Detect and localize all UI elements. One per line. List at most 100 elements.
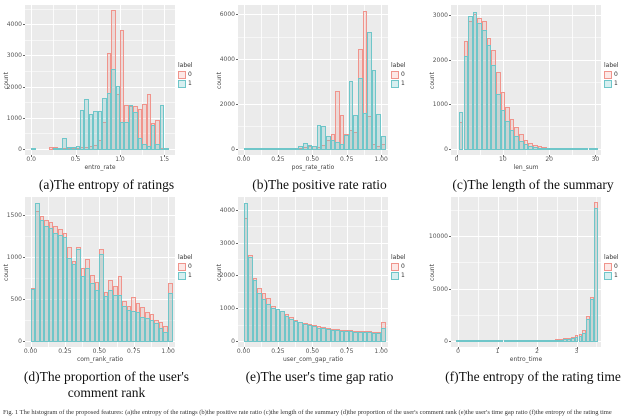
gridline-horizontal <box>25 117 175 119</box>
y-tick-mark <box>449 236 451 238</box>
histogram-bar-label1 <box>289 319 294 342</box>
x-tick-mark <box>30 347 32 350</box>
histogram-bar-label1 <box>90 283 95 342</box>
histogram-bar-label1 <box>582 332 587 342</box>
gridline-vertical-minor <box>142 5 144 155</box>
legend-key-0: 0 <box>391 263 417 272</box>
histogram-bar-label1 <box>97 111 103 150</box>
x-tick-label: 0.50 <box>92 348 106 356</box>
histogram-bar-label1 <box>527 339 532 342</box>
histogram-bar-label1 <box>145 318 150 342</box>
histogram-bar-label1 <box>71 146 76 150</box>
histogram-bar-label1 <box>376 333 381 342</box>
histogram-bar-label1 <box>57 147 63 150</box>
legend-key-1: 1 <box>391 80 417 88</box>
x-tick-label: 0.50 <box>305 156 319 163</box>
x-tick-mark <box>346 155 348 157</box>
x-tick-mark <box>31 155 33 157</box>
legend-key-1: 1 <box>178 272 204 281</box>
y-axis-ticks: 0 1000 2000 3000 4000 <box>220 197 238 347</box>
gridline-vertical <box>243 5 245 155</box>
legend: label 0 1 <box>391 5 417 173</box>
gridline-vertical <box>31 5 33 155</box>
histogram-bar-label1 <box>554 339 559 342</box>
histogram-bar-label1 <box>542 147 547 150</box>
histogram-bar-label1 <box>483 339 488 342</box>
histogram-bar-label1 <box>325 136 331 150</box>
histogram-bar-label1 <box>71 263 77 342</box>
legend-swatch-label0 <box>391 263 399 272</box>
histogram-bar-label1 <box>271 307 276 342</box>
y-tick-label: 4000 <box>219 206 235 214</box>
histogram-panel-f: count 0 5000 10000 0 1 2 3 entro_time label 0 1 (f)T… <box>426 197 640 401</box>
histogram-bar-label1 <box>252 147 258 150</box>
gridline-vertical-minor <box>329 5 331 155</box>
x-tick-mark <box>119 155 121 157</box>
gridline-vertical <box>75 5 77 155</box>
x-tick-label: 3 <box>574 348 579 356</box>
y-tick-mark <box>449 104 451 106</box>
legend-swatch-label1 <box>391 272 399 281</box>
y-tick-label: 1000 <box>219 305 235 313</box>
histogram-bar-label1 <box>66 147 72 150</box>
plot-column: 0.0 0.5 1.0 1.5 entro_rate <box>25 5 175 173</box>
gridline-vertical-minor <box>363 197 365 348</box>
legend-key-0: 0 <box>604 263 630 272</box>
gridline-horizontal-minor <box>25 102 175 104</box>
legend-entry-label: 0 <box>614 71 618 78</box>
histogram-bar-label1 <box>76 248 81 342</box>
histogram-bar-label1 <box>154 323 159 342</box>
legend-entry-label: 0 <box>188 71 192 78</box>
legend-entry-label: 1 <box>614 80 618 87</box>
plot-area-b <box>238 5 388 155</box>
y-tick-mark <box>449 15 451 17</box>
gridline-vertical <box>576 197 578 348</box>
x-tick-mark <box>458 347 460 350</box>
histogram-bar-label1 <box>131 310 136 342</box>
histogram-panel-d: count 0 500 1000 1500 0.00 0.25 0.50 0.75 1.00 com… <box>0 197 213 401</box>
histogram-bar-label1 <box>362 112 368 150</box>
gridline-horizontal-minor <box>25 70 175 72</box>
gridline-vertical <box>458 197 460 348</box>
histogram-bar-label1 <box>261 299 267 342</box>
plot-area-a <box>25 5 175 155</box>
y-tick-mark <box>23 148 25 150</box>
legend-entry-label: 1 <box>188 272 192 280</box>
plot-column: 0.00 0.25 0.50 0.75 1.00 com_rank_ratio <box>24 197 175 365</box>
histogram-bar-label1 <box>266 304 271 342</box>
x-tick-label: 0.75 <box>127 348 141 356</box>
histogram-bar-label1 <box>257 147 262 150</box>
histogram-bar-label1 <box>44 225 49 342</box>
histogram-bar-label1 <box>380 328 386 342</box>
plot-column: 0 1 2 3 entro_time <box>451 197 601 365</box>
legend-title: label <box>178 254 193 262</box>
y-tick-label: 3000 <box>6 52 22 60</box>
gridline-vertical <box>164 5 166 155</box>
x-tick-label: 0.00 <box>236 156 251 163</box>
x-tick-mark <box>381 155 383 157</box>
histogram-bar-label1 <box>62 138 67 150</box>
histogram-bar-label1 <box>93 110 98 150</box>
y-tick-mark <box>236 148 238 150</box>
x-tick-label: 1.00 <box>161 348 175 356</box>
gridline-vertical <box>312 5 314 155</box>
legend-key-0: 0 <box>391 71 417 79</box>
gridline-horizontal-minor <box>451 209 601 211</box>
legend-entry-label: 1 <box>401 272 405 280</box>
x-tick-label: 0 <box>456 348 461 356</box>
histogram-bar-label1 <box>133 112 138 150</box>
histogram-bar-label1 <box>84 99 89 150</box>
y-axis-label-text: count <box>429 71 436 89</box>
legend-key-0: 0 <box>604 71 630 79</box>
legend-swatch-label0 <box>604 71 612 79</box>
gridline-vertical <box>595 5 597 155</box>
histogram-bar-label1 <box>122 305 127 342</box>
gridline-vertical-minor <box>526 5 527 155</box>
histogram-bar-label1 <box>35 203 40 342</box>
x-tick-mark <box>277 347 279 350</box>
histogram-bar-label1 <box>316 327 322 342</box>
histogram-bar-label1 <box>151 125 156 150</box>
x-tick-label: 0.5 <box>70 156 81 163</box>
x-tick-mark <box>243 155 245 157</box>
histogram-bar-label1 <box>159 105 165 150</box>
